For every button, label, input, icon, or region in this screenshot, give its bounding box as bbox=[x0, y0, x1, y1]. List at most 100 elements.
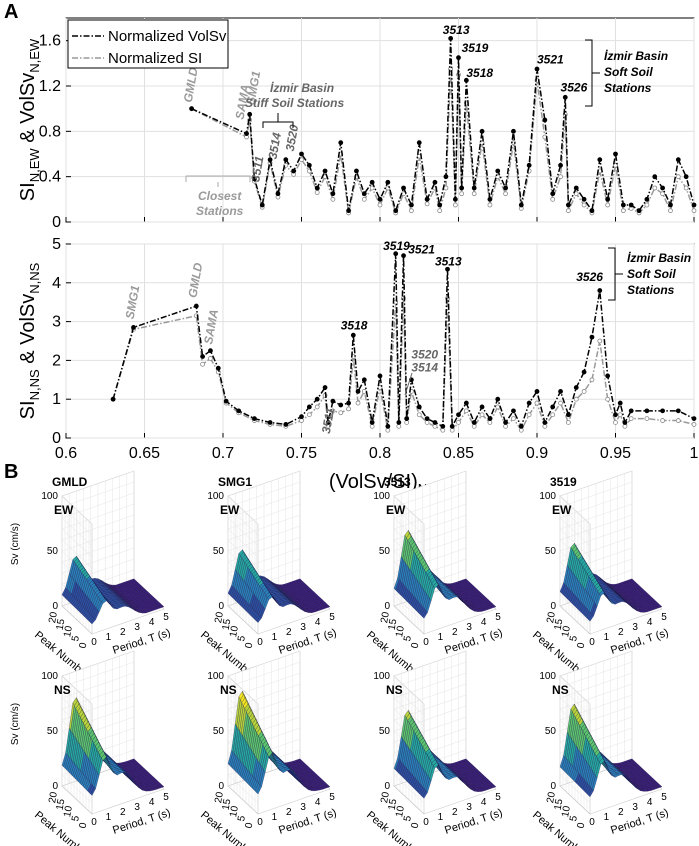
data-point bbox=[306, 162, 312, 168]
data-point bbox=[350, 332, 356, 338]
component-label: EW bbox=[552, 503, 572, 517]
data-point bbox=[259, 202, 265, 208]
data-point bbox=[306, 412, 312, 418]
series-line-volsv bbox=[191, 38, 695, 214]
y-tick-label: 1.6 bbox=[39, 33, 61, 50]
y-tick-label: 0 bbox=[52, 430, 61, 447]
station-annotation: 3520 bbox=[411, 347, 438, 361]
y-tick-label: 10 bbox=[394, 625, 407, 638]
bracket-soft-ew bbox=[585, 39, 600, 107]
data-point bbox=[369, 423, 375, 429]
data-point bbox=[131, 325, 136, 330]
data-point bbox=[456, 55, 461, 61]
data-point bbox=[361, 191, 367, 197]
station-annotation: GMLD bbox=[185, 261, 205, 299]
data-point bbox=[299, 414, 304, 420]
data-point bbox=[691, 422, 697, 427]
data-point bbox=[542, 423, 548, 429]
data-point bbox=[189, 106, 195, 112]
y-tick-label: 20 bbox=[213, 611, 226, 624]
data-point bbox=[346, 208, 352, 214]
y-tick-label: 10 bbox=[228, 805, 241, 818]
z-tick-label: 50 bbox=[47, 726, 59, 737]
y-tick-label: 5 bbox=[236, 634, 248, 642]
x-tick-label: 2 bbox=[120, 807, 126, 818]
data-point bbox=[479, 128, 485, 134]
x-tick-label: 3 bbox=[300, 622, 306, 633]
station-title: SMG1 bbox=[218, 475, 252, 489]
data-point bbox=[416, 404, 422, 410]
data-point bbox=[424, 416, 430, 422]
data-point bbox=[550, 196, 556, 202]
data-point bbox=[511, 416, 516, 422]
data-point bbox=[424, 196, 430, 202]
x-tick-label: 0 bbox=[91, 817, 97, 828]
data-point bbox=[471, 423, 477, 429]
component-label: NS bbox=[386, 683, 403, 697]
data-point bbox=[605, 196, 611, 202]
data-point bbox=[440, 423, 446, 429]
legend-box bbox=[67, 19, 229, 69]
data-point bbox=[267, 420, 273, 425]
data-point bbox=[437, 202, 443, 208]
x-tick-label: 0 bbox=[257, 817, 263, 828]
data-point bbox=[346, 406, 352, 412]
x-tick-label: 2 bbox=[286, 807, 292, 818]
data-point bbox=[247, 111, 253, 117]
data-point bbox=[573, 385, 579, 390]
station-title: 3519 bbox=[550, 475, 577, 489]
data-point bbox=[393, 208, 399, 214]
data-point bbox=[355, 389, 361, 394]
y-tick-label: 15 bbox=[553, 618, 566, 631]
component-label: EW bbox=[54, 503, 74, 517]
x-tick-label: 1 bbox=[106, 812, 112, 823]
data-point bbox=[542, 420, 548, 425]
data-point bbox=[432, 420, 438, 425]
data-point bbox=[416, 140, 422, 146]
z-tick-label: 100 bbox=[207, 491, 224, 502]
data-point bbox=[562, 94, 568, 100]
x-tick-label: 2 bbox=[452, 627, 458, 638]
x-tick-label: 1 bbox=[604, 632, 610, 643]
x-tick-label: 2 bbox=[286, 627, 292, 638]
bracket-soft-ns bbox=[608, 247, 623, 301]
x-tick-label: 0.75 bbox=[286, 445, 317, 462]
data-point bbox=[424, 420, 430, 425]
y-tick-label: 20 bbox=[545, 611, 558, 624]
x-tick-label: 0 bbox=[589, 817, 595, 828]
y-tick-label: 2 bbox=[52, 352, 61, 369]
z-tick-label: 50 bbox=[379, 726, 391, 737]
data-point bbox=[338, 410, 344, 416]
z-tick-label: 50 bbox=[213, 546, 225, 557]
data-point bbox=[432, 179, 438, 185]
x-tick-label: 5 bbox=[163, 792, 169, 803]
z-tick-label: 0 bbox=[52, 601, 58, 612]
data-point bbox=[589, 334, 595, 340]
data-point bbox=[636, 208, 642, 214]
data-point bbox=[617, 400, 623, 406]
data-point bbox=[628, 202, 634, 208]
data-point bbox=[668, 202, 673, 208]
y-tick-label: 0 bbox=[78, 641, 90, 649]
data-point bbox=[110, 396, 116, 402]
y-tick-label: 3 bbox=[52, 314, 61, 331]
data-point bbox=[644, 202, 650, 208]
z-tick-label: 0 bbox=[218, 781, 224, 792]
x-tick-label: 4 bbox=[647, 617, 653, 628]
data-point bbox=[573, 191, 579, 197]
x-tick-label: 4 bbox=[149, 797, 155, 808]
x-tick-label: 1 bbox=[438, 812, 444, 823]
data-point bbox=[314, 190, 320, 195]
data-point bbox=[306, 404, 312, 410]
z-axis-label: Sv (cm/s) bbox=[10, 703, 21, 745]
data-point bbox=[691, 208, 697, 214]
bracket-label-soft-2: Soft Soil bbox=[627, 267, 676, 281]
y-tick-label: 0 bbox=[244, 641, 256, 649]
y-tick-label: 20 bbox=[47, 611, 60, 624]
data-point bbox=[566, 412, 571, 418]
data-point bbox=[377, 196, 383, 202]
data-point bbox=[573, 396, 579, 402]
data-point bbox=[660, 408, 665, 414]
